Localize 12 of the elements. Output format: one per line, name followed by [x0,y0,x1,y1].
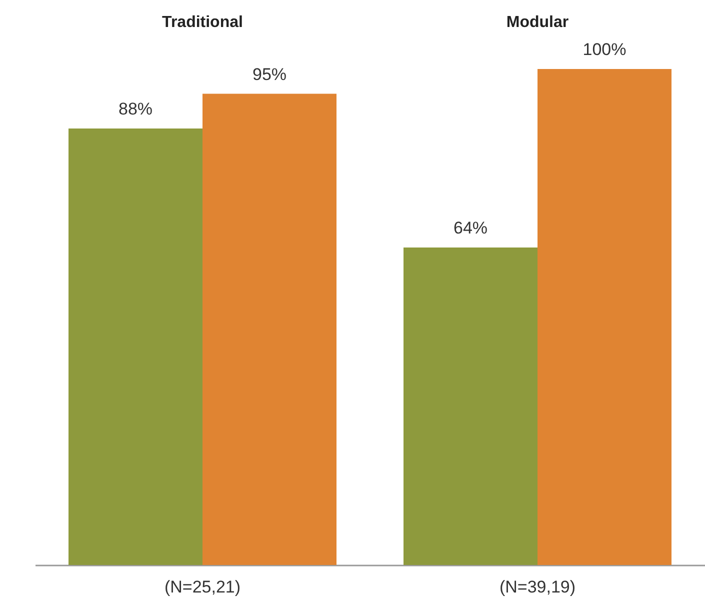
data-label: 100% [582,40,626,59]
data-label: 64% [453,218,488,238]
bar [202,94,336,565]
x-tick-label: (N=25,21) [164,578,241,596]
bar [68,128,202,565]
data-label: 95% [252,64,287,84]
text: Modular [506,14,569,31]
bar [538,69,672,565]
text: Traditional [162,14,243,31]
data-label: 88% [118,100,153,119]
bar [404,248,538,565]
x-tick-label: (N=39,19) [499,578,576,596]
